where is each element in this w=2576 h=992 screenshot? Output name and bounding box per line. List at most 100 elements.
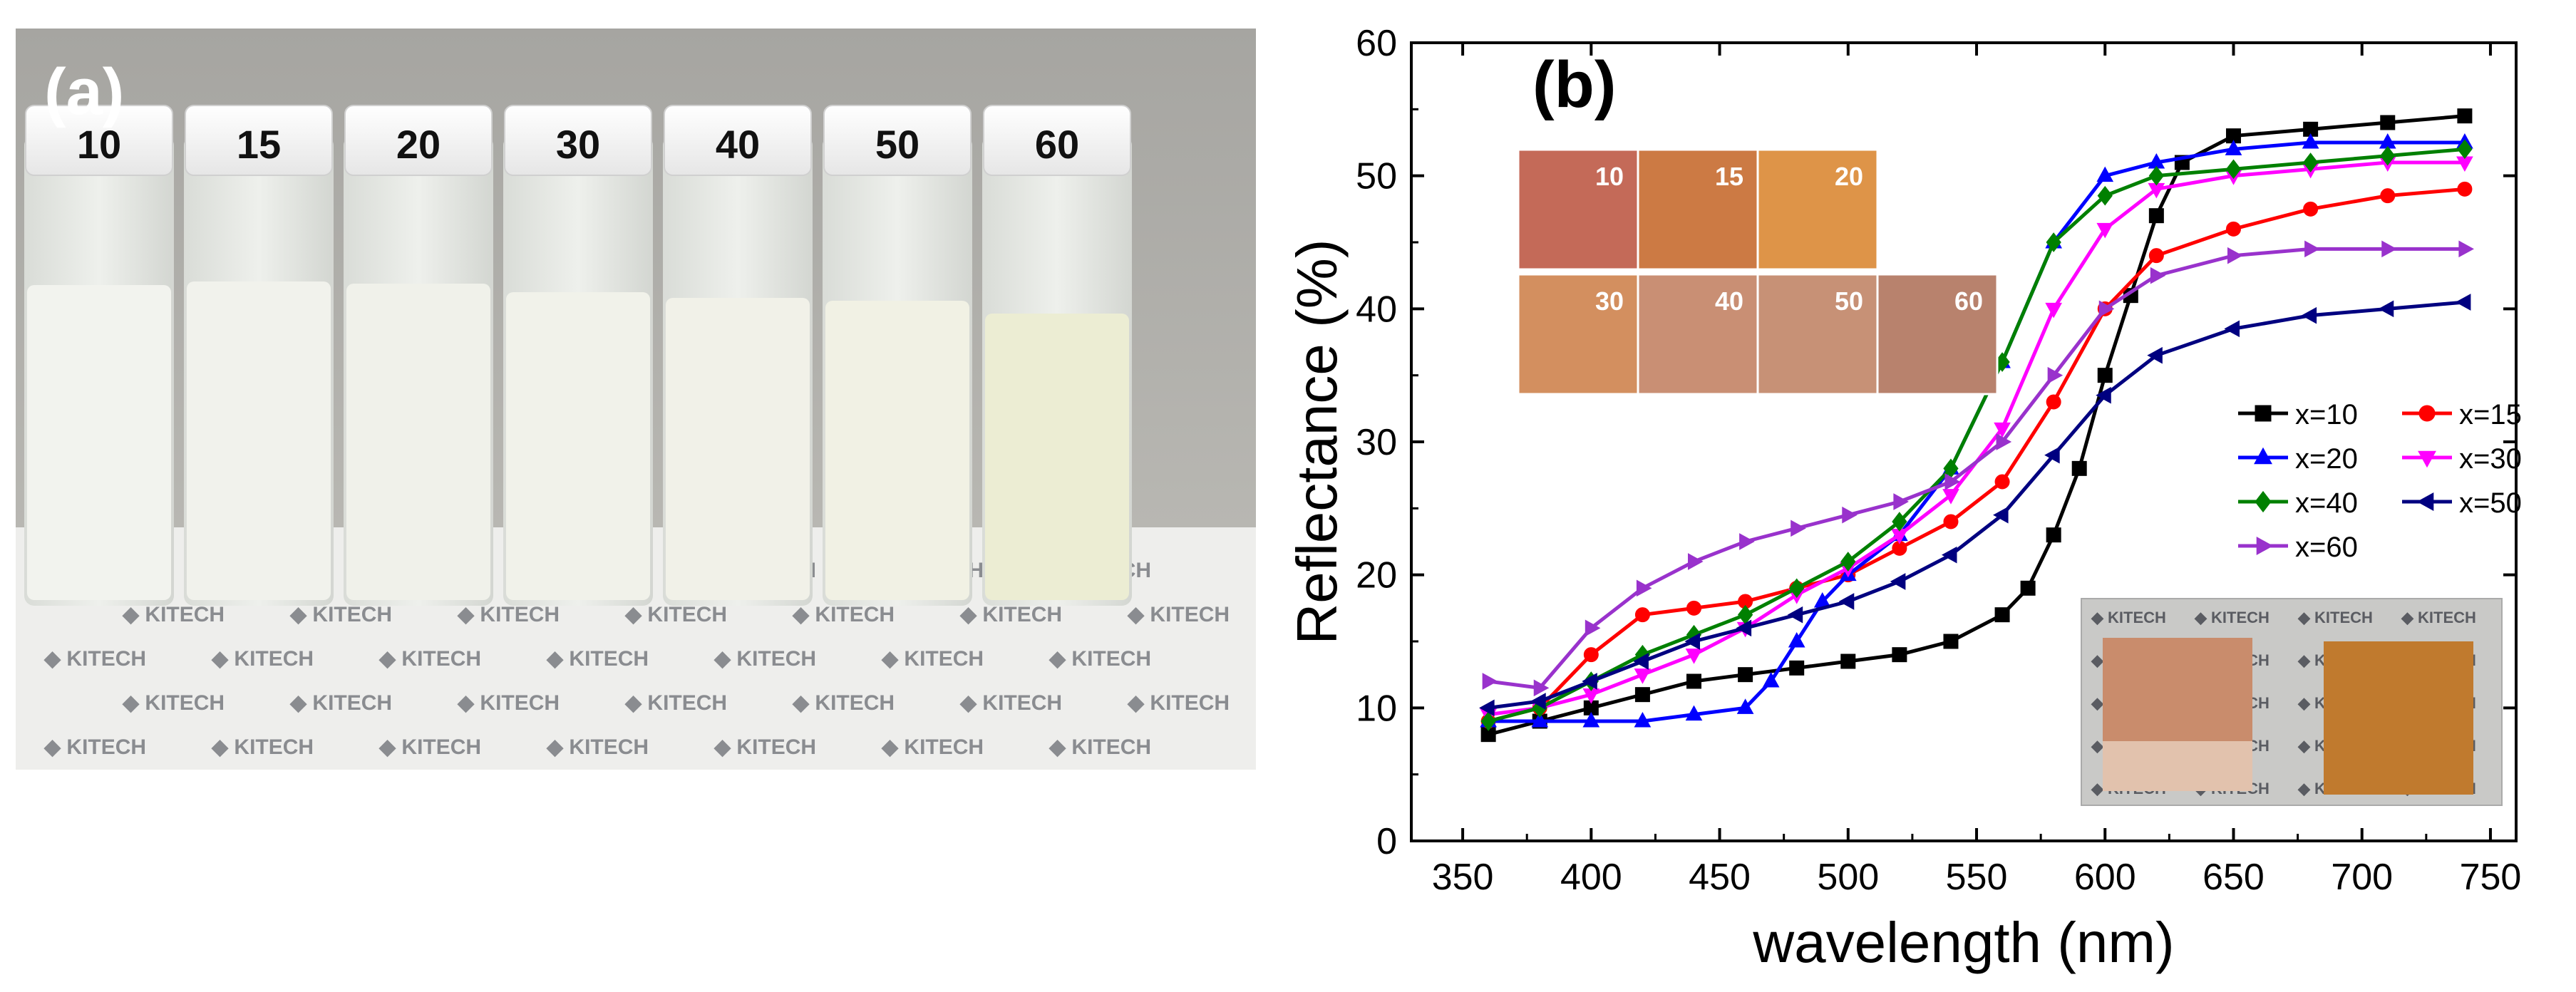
data-point	[1686, 673, 1702, 689]
panel-a-label: (a)	[44, 56, 124, 128]
vials-photo: ◆ KITECH ◆ KITECH ◆ KITECH ◆ KITECH ◆ KITECH…	[16, 29, 1256, 770]
legend-label: x=30	[2459, 443, 2522, 475]
data-point	[1996, 433, 2012, 450]
watermark-text: ◆ KITECH	[959, 691, 1062, 715]
legend-entry: x=10	[2238, 399, 2358, 430]
vial-label: 50	[875, 122, 919, 167]
legend-marker	[2416, 492, 2434, 511]
data-point	[1789, 660, 1805, 676]
legend-entry: x=50	[2402, 487, 2522, 519]
vial-label: 10	[77, 122, 121, 167]
vial-cap	[185, 105, 333, 176]
series-line	[1488, 114, 2466, 737]
data-point	[1941, 546, 1957, 564]
x-tick-label: 350	[1432, 857, 1494, 898]
data-point	[1479, 699, 1495, 717]
vial-powder	[187, 281, 331, 600]
watermark-text: ◆ KITECH	[43, 735, 146, 759]
watermark-text: ◆ KITECH	[122, 691, 225, 715]
data-point	[1634, 711, 1652, 728]
watermark-text: ◆ KITECH	[1127, 691, 1230, 715]
y-tick-label: 10	[1356, 688, 1397, 729]
vial: 10	[24, 105, 174, 606]
vial-cap	[823, 105, 972, 176]
vial-label: 40	[716, 122, 760, 167]
vial-label: 15	[237, 122, 281, 167]
color-swatch	[1637, 273, 1759, 396]
y-tick-label: 50	[1356, 156, 1397, 197]
swatch-label: 15	[1715, 162, 1743, 191]
watermark-text: ◆ KITECH	[378, 647, 481, 671]
data-point	[1736, 698, 1754, 714]
watermark-text: ◆ KITECH	[713, 735, 816, 759]
data-point	[1739, 533, 1755, 550]
series-line	[1488, 160, 2465, 717]
y-tick-label: 60	[1356, 23, 1397, 64]
vial-cap	[664, 105, 812, 176]
watermark-text: ◆ KITECH	[881, 735, 984, 759]
x-tick-label: 550	[1946, 857, 2008, 898]
y-tick-label: 20	[1356, 555, 1397, 596]
data-point	[1636, 579, 1652, 597]
watermark-text: ◆ KITECH	[211, 735, 314, 759]
color-swatch	[1876, 273, 1999, 396]
y-tick-label: 30	[1356, 422, 1397, 463]
data-point	[1943, 634, 1959, 649]
color-swatch	[1756, 273, 1879, 396]
vial-cap	[983, 105, 1131, 176]
data-point	[2150, 267, 2166, 284]
watermark-text: ◆ KITECH	[792, 603, 895, 626]
legend-marker	[2418, 405, 2436, 422]
data-point	[2071, 460, 2087, 476]
x-tick-label: 750	[2460, 857, 2522, 898]
series-line	[1488, 187, 2466, 723]
vial-cap	[344, 105, 493, 176]
watermark-text: ◆ KITECH	[378, 735, 481, 759]
data-point	[1736, 619, 1752, 637]
watermark-text: ◆ KITECH	[624, 691, 727, 715]
data-point	[1892, 647, 1907, 663]
data-point	[2148, 208, 2164, 224]
vial: 40	[663, 105, 813, 606]
data-point	[1582, 673, 1597, 690]
swatch-label: 10	[1595, 162, 1624, 191]
watermark-text: ◆ KITECH	[624, 603, 727, 626]
watermark-text: ◆ KITECH	[959, 603, 1062, 626]
x-tick-label: 700	[2331, 857, 2393, 898]
data-point	[2148, 165, 2164, 186]
watermark-text: ◆ KITECH	[713, 647, 816, 671]
data-point	[2225, 221, 2241, 237]
inset-watermark-text: ◆ KITECH	[2091, 609, 2166, 626]
data-point	[1634, 607, 1650, 623]
series-line	[1488, 147, 2466, 723]
data-point	[1634, 668, 1652, 684]
data-point	[2381, 240, 2397, 258]
x-tick-label: 500	[1817, 857, 1879, 898]
data-point	[1634, 687, 1650, 703]
x-tick-label: 400	[1560, 857, 1622, 898]
data-point	[1685, 705, 1703, 721]
watermark-text: ◆ KITECH	[122, 603, 225, 626]
watermark-text: ◆ KITECH	[211, 647, 314, 671]
data-point	[1791, 520, 1806, 537]
data-point	[2380, 145, 2396, 166]
watermark-text: ◆ KITECH	[1049, 735, 1151, 759]
data-point	[1530, 693, 1546, 710]
vial: 30	[503, 105, 653, 606]
reflectance-chart-panel: 350 400 450 500 550 600 650 700 750 0 10 20 30 40 50 60…	[1269, 0, 2576, 992]
data-point	[2096, 386, 2111, 404]
legend-marker	[2255, 405, 2272, 422]
color-swatch-inset: 10 15 20 30 40 50 60	[1517, 148, 1999, 396]
vials-layer: 10 15 20 30 40 50 60	[24, 105, 1132, 606]
inset-watermark-text: ◆ KITECH	[2194, 609, 2270, 626]
data-point	[2455, 294, 2471, 311]
data-point	[1840, 653, 1856, 669]
vial-label: 20	[396, 122, 441, 167]
data-point	[2225, 159, 2242, 180]
watermark-text: ◆ KITECH	[457, 691, 560, 715]
data-point	[2097, 368, 2113, 383]
data-point	[2457, 181, 2473, 197]
vial: 15	[184, 105, 334, 606]
data-point	[2044, 446, 2060, 464]
data-point	[2020, 580, 2036, 596]
